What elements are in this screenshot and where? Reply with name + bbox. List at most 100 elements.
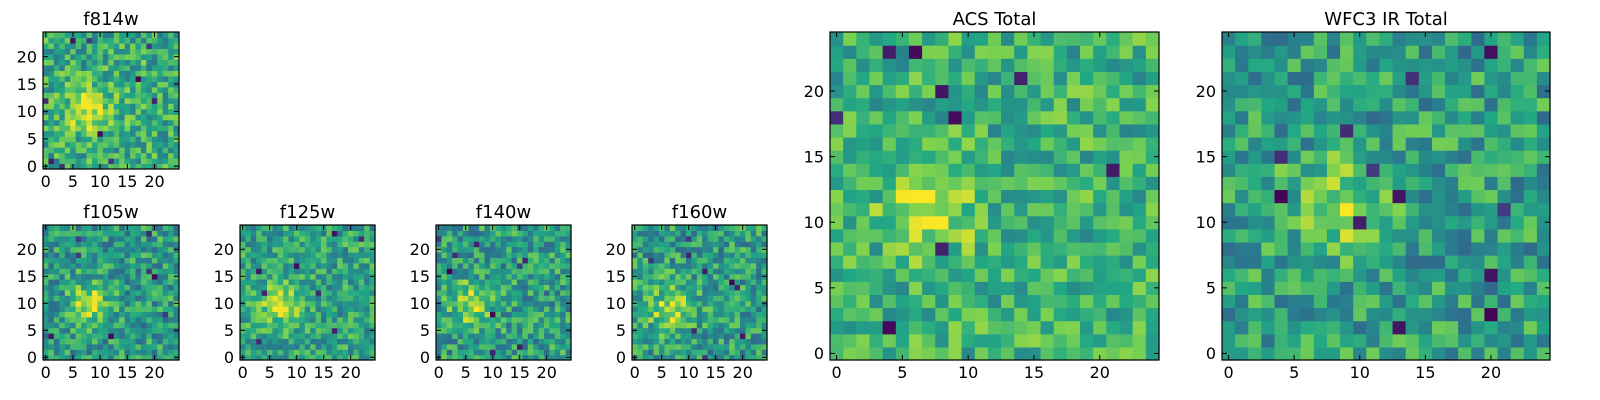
heatmap-cell [637,338,644,345]
heatmap-cell [151,306,158,312]
heatmap-cell [108,158,115,165]
heatmap-cell [1261,202,1276,217]
heatmap-cell [452,246,459,253]
heatmap-cell [527,322,534,329]
heatmap-cell [961,268,976,282]
heatmap-cell [81,86,88,93]
heatmap-cell [675,235,682,242]
heatmap-cell [48,268,55,275]
heatmap-cell [86,70,93,77]
heatmap-cell [740,268,746,275]
heatmap-cell [267,333,273,339]
heatmap-cell [856,202,871,217]
heatmap-cell [1261,32,1276,46]
heatmap-cell [707,349,714,356]
heatmap-cell [81,59,88,66]
heatmap-cell [745,316,752,323]
heatmap-cell [102,103,109,110]
heatmap-cell [250,316,257,323]
heatmap-cell [734,279,741,285]
heatmap-cell [1080,71,1094,86]
heatmap-cell [756,284,763,291]
heatmap-cell [549,354,556,361]
heatmap-cell [173,316,180,323]
y-tick-label: 0 [27,157,37,176]
x-tick-label: 15 [1024,363,1044,382]
heatmap-cell [479,279,486,285]
heatmap-cell [97,75,104,82]
heatmap-cell [1119,84,1134,99]
heatmap-cell [91,136,98,143]
heatmap-cell [81,225,88,231]
heatmap-cell [669,306,676,312]
heatmap-cell [1248,333,1262,348]
heatmap-cell [1340,255,1354,269]
heatmap-cell [1418,150,1433,164]
heatmap-cell [1445,32,1459,46]
heatmap-cell [490,311,496,318]
heatmap-cell [1119,58,1134,72]
heatmap-cell [173,141,180,148]
heatmap-cell [1132,71,1147,86]
heatmap-cell [119,257,126,264]
heatmap-cell [124,306,131,312]
heatmap-cell [151,338,158,345]
heatmap-cell [696,235,703,242]
heatmap-cell [1222,215,1236,230]
heatmap-cell [173,119,180,126]
heatmap-cell [53,268,60,275]
heatmap-cell [304,300,311,307]
heatmap-cell [277,333,284,339]
heatmap-cell [675,316,682,323]
heatmap-cell [987,176,1002,191]
heatmap-cell [162,327,169,334]
heatmap-cell [1132,202,1147,217]
heatmap-cell [272,241,279,248]
heatmap-cell [1261,281,1276,295]
heatmap-cell [1274,176,1289,191]
heatmap-cell [53,343,60,350]
heatmap-cell [75,225,82,231]
heatmap-cell [484,289,491,296]
heatmap-cell [157,37,164,44]
heatmap-cell [538,268,545,275]
heatmap-cell [974,71,989,86]
heatmap-cell [1066,307,1081,322]
heatmap-cell [734,349,741,356]
heatmap-cell [173,42,180,50]
heatmap-cell [1001,228,1015,243]
heatmap-cell [527,295,534,302]
heatmap-cell [48,114,55,121]
heatmap-cell [119,103,126,110]
heatmap-cell [81,125,88,132]
heatmap-cell [97,257,104,264]
heatmap-cell [108,86,115,93]
heatmap-cell [48,59,55,66]
heatmap-cell [124,262,131,269]
heatmap-cell [288,354,295,361]
heatmap-cell [272,354,279,361]
heatmap-cell [479,241,486,248]
heatmap-cell [1080,110,1094,125]
heatmap-cell [283,225,290,231]
heatmap-cell [895,123,910,138]
y-tick-label: 20 [606,240,626,259]
heatmap-cell [1431,110,1446,125]
heatmap-cell [1510,110,1525,125]
heatmap-cell [1326,294,1341,309]
heatmap-cell [446,273,453,280]
heatmap-cell [565,349,572,356]
heatmap-cell [549,225,556,231]
heatmap-cell [500,241,507,248]
heatmap-cell [1300,215,1315,230]
heatmap-cell [157,246,164,253]
y-tick-label: 20 [214,240,234,259]
heatmap-cell [538,273,545,280]
heatmap-cell [130,349,137,356]
heatmap-cell [1093,268,1107,282]
heatmap-cell [97,262,104,269]
heatmap-cell [1222,71,1236,86]
heatmap-cell [70,300,77,307]
heatmap-cell [1001,281,1015,295]
